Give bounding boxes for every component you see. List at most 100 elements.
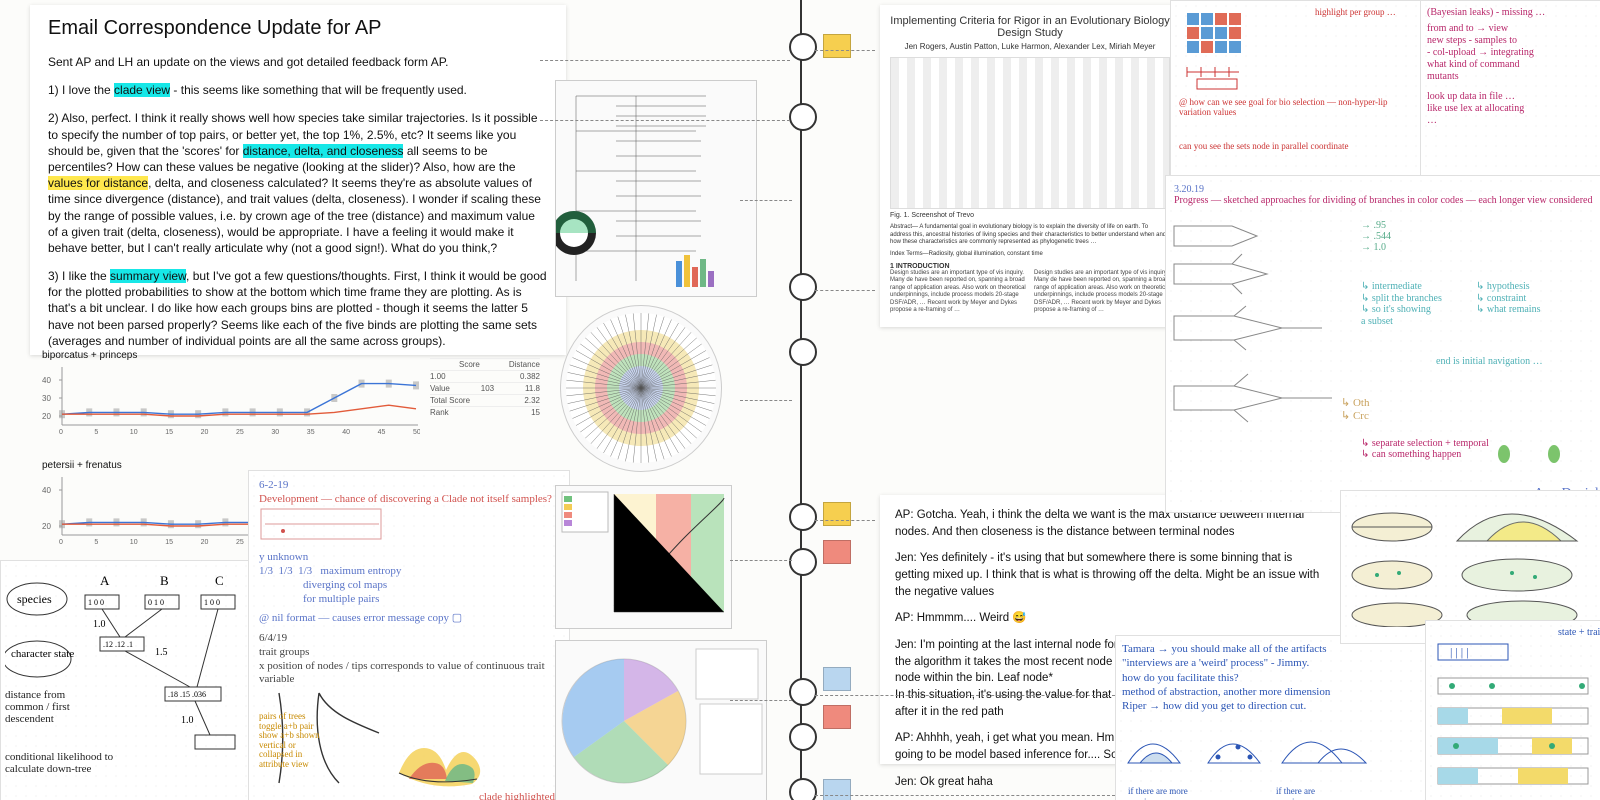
svg-text:| | | |: | | | | bbox=[1450, 645, 1469, 659]
timeline-tag bbox=[823, 540, 851, 564]
svg-text:1 0 0: 1 0 0 bbox=[88, 598, 104, 607]
smr-a: Progress — sketched approaches for divid… bbox=[1174, 195, 1600, 206]
sk-trc: look up data in file … like use lex at a… bbox=[1427, 91, 1600, 127]
sb-vl: Value bbox=[430, 384, 450, 393]
thumb-radial-tree bbox=[560, 305, 722, 472]
thumb-phylo-vis bbox=[555, 80, 757, 297]
highlight-ddc: distance, delta, and closeness bbox=[243, 144, 404, 158]
sketch2-w4: conditional likelihood to calculate down… bbox=[5, 751, 115, 775]
sbb-dens bbox=[1122, 717, 1412, 777]
email-p3: 3) I like the summary view, but I've got… bbox=[48, 268, 548, 349]
svg-text:15: 15 bbox=[165, 429, 173, 435]
timeline-node bbox=[789, 273, 817, 301]
svg-text:1.5: 1.5 bbox=[155, 647, 168, 658]
dashed-link bbox=[540, 120, 790, 121]
sb-tl: Total Score bbox=[430, 396, 470, 405]
sb-h2: Distance bbox=[509, 360, 540, 369]
thumb-radial-colored bbox=[555, 640, 767, 800]
dashed-link bbox=[815, 795, 1115, 796]
sk-heat bbox=[1177, 7, 1297, 97]
paper-title: Implementing Criteria for Rigor in an Ev… bbox=[890, 15, 1170, 39]
timeline-tag bbox=[823, 705, 851, 729]
svg-text:C: C bbox=[215, 573, 224, 588]
svg-text:0: 0 bbox=[59, 539, 63, 545]
chat-ap2: AP: Hmmmm.... Weird 😅 bbox=[895, 610, 1325, 627]
sketch-top-right: (Bayesian leaks) - missing … from and to… bbox=[1420, 0, 1600, 184]
sk-trb: from and to → view new steps - samples t… bbox=[1427, 23, 1600, 83]
sb-tv: 2.32 bbox=[524, 396, 540, 405]
sketch-state-traits: state + traits | | | | bbox=[1425, 620, 1600, 800]
paper-col2: Design studies are an important type of … bbox=[1034, 270, 1170, 315]
paper-abstract: Abstract— A fundamental goal in evolutio… bbox=[890, 224, 1170, 247]
sb-vd: 11.8 bbox=[525, 384, 540, 393]
sk-tra: (Bayesian leaks) - missing … bbox=[1427, 7, 1600, 19]
timeline-node bbox=[789, 103, 817, 131]
svg-text:1 0 0: 1 0 0 bbox=[204, 598, 220, 607]
dashed-link bbox=[730, 700, 792, 701]
paper-col1: Design studies are an important type of … bbox=[890, 270, 1026, 315]
timeline-tag bbox=[823, 667, 851, 691]
svg-text:.18 .15 .036: .18 .15 .036 bbox=[168, 690, 206, 699]
sk-tr2a: highlight per group … bbox=[1315, 7, 1425, 17]
smr-c: ↳ intermediate ↳ split the branches ↳ so… bbox=[1361, 281, 1442, 327]
svg-text:45: 45 bbox=[378, 429, 386, 435]
smr-d: end is initial navigation … bbox=[1436, 356, 1543, 367]
svg-text:character state: character state bbox=[11, 648, 74, 660]
highlight-values-distance: values for distance bbox=[48, 176, 148, 190]
chat-jen1: Jen: Yes definitely - it's using that bu… bbox=[895, 550, 1325, 600]
sk1-l5: 6/4/19 trait groups x position of nodes … bbox=[259, 632, 559, 687]
sk-tr2b: @ how can we see goal for bio selection … bbox=[1179, 97, 1409, 118]
smr-leaves bbox=[1174, 444, 1594, 466]
sk1-l2: y unknown bbox=[259, 551, 559, 565]
email-p1-pre: 1) I love the bbox=[48, 83, 114, 97]
sk-tr2c: can you see the sets node in parallel co… bbox=[1179, 141, 1409, 151]
chart1-title: biporcatus + princeps bbox=[42, 350, 420, 361]
sbb-lb: if there are species bbox=[1276, 786, 1315, 800]
paper-intro-h: 1 INTRODUCTION bbox=[890, 263, 1170, 270]
svg-text:0: 0 bbox=[59, 429, 63, 435]
timeline-tag bbox=[823, 34, 851, 58]
sketch-bottom-blue: Tamara → you should make all of the arti… bbox=[1115, 635, 1434, 800]
sketch-likelihood: species character state A B C 1 0 0 0 1 … bbox=[0, 560, 264, 800]
sk1-l4: @ nil format — causes error message copy… bbox=[259, 612, 559, 626]
svg-text:20: 20 bbox=[201, 429, 209, 435]
svg-text:.12 .12 .1: .12 .12 .1 bbox=[103, 640, 133, 649]
sb-vv: 103 bbox=[481, 384, 494, 393]
score-table: ScoreDistance 1.000.382 Value10311.8 Tot… bbox=[430, 358, 540, 418]
sb-sv: 1.00 bbox=[430, 372, 446, 381]
chart1-svg: 20304005101520253035404550 bbox=[40, 363, 420, 435]
svg-text:20: 20 bbox=[42, 412, 51, 421]
sk1-l3: 1/3 1/3 1/3 maximum entropy diverging co… bbox=[259, 565, 559, 606]
sketch-mid-right: 3.20.19 Progress — sketched approaches f… bbox=[1165, 175, 1600, 513]
sk1-date: 6-2-19 bbox=[259, 479, 559, 493]
dashed-link bbox=[540, 60, 790, 61]
sk1-l1: Development — chance of discovering a Cl… bbox=[259, 493, 559, 507]
svg-text:40: 40 bbox=[42, 486, 51, 495]
svg-text:50: 50 bbox=[413, 429, 420, 435]
paper-index: Index Terms—Radiosity, global illuminati… bbox=[890, 251, 1170, 257]
highlight-clade-view: clade view bbox=[114, 83, 170, 97]
svg-text:10: 10 bbox=[130, 539, 138, 545]
dashed-link bbox=[815, 695, 1115, 696]
svg-text:5: 5 bbox=[94, 539, 98, 545]
svg-text:25: 25 bbox=[236, 539, 244, 545]
thumb-area-chart bbox=[555, 485, 732, 629]
dashed-link bbox=[815, 50, 875, 51]
smr-b: → .95 → .544 → 1.0 bbox=[1361, 220, 1391, 253]
paper-caption: Fig. 1. Screenshot of Trevo bbox=[890, 212, 1170, 219]
svg-text:40: 40 bbox=[342, 429, 350, 435]
svg-text:30: 30 bbox=[42, 394, 51, 403]
svg-text:0 1 0: 0 1 0 bbox=[148, 598, 164, 607]
sketch2-w3: distance from common / first descendent bbox=[5, 689, 75, 725]
svg-text:15: 15 bbox=[165, 539, 173, 545]
sk1-l7: pairs of trees toggle a+b pair show a+b … bbox=[259, 712, 329, 769]
svg-text:1.0: 1.0 bbox=[93, 619, 106, 630]
highlight-summary-view: summary view bbox=[110, 269, 186, 283]
svg-text:B: B bbox=[160, 573, 169, 588]
svg-text:A: A bbox=[100, 573, 110, 588]
email-p2: 2) Also, perfect. I think it really show… bbox=[48, 110, 548, 256]
sb-sd: 0.382 bbox=[520, 372, 540, 381]
svg-text:40: 40 bbox=[42, 376, 51, 385]
sst-t: state + traits bbox=[1432, 627, 1600, 638]
email-p1: 1) I love the clade view - this seems li… bbox=[48, 82, 548, 98]
